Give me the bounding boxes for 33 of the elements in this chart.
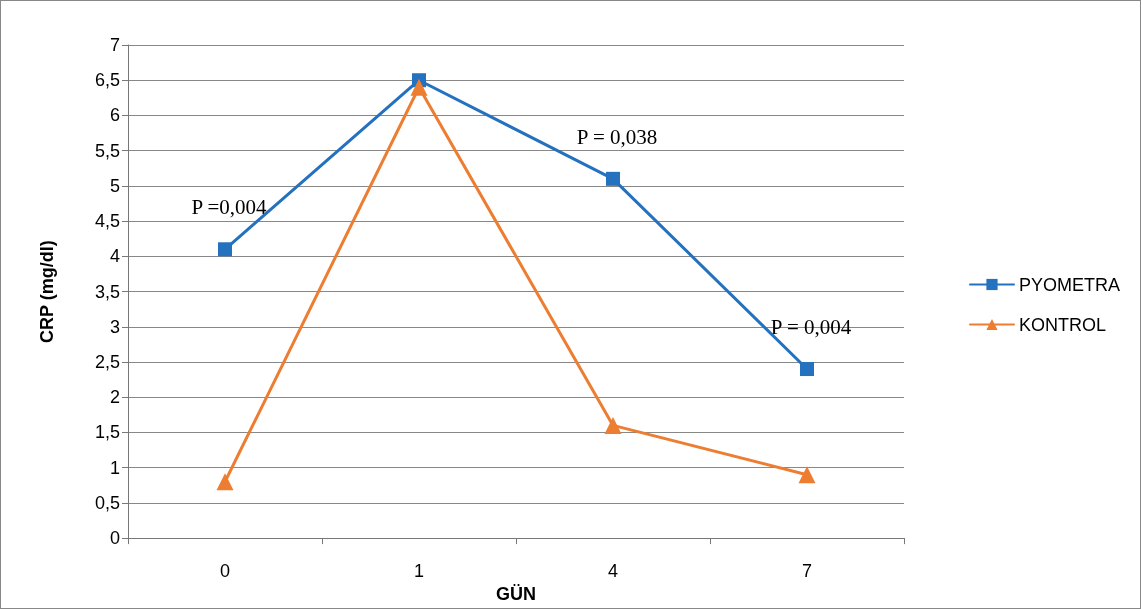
y-tick-label: 1 (109, 457, 120, 478)
annotation: P = 0,004 (770, 315, 852, 340)
y-tick-label: 0 (109, 528, 120, 549)
point (216, 473, 234, 491)
y-tick-label: 4 (109, 246, 120, 267)
y-axis-title: CRP (mg/dl) (37, 240, 57, 343)
y-tick-label: 3,5 (94, 281, 120, 302)
y-tick-label: 5,5 (94, 140, 120, 161)
y-tick-label: 2,5 (94, 351, 120, 372)
y-tick-label: 7 (109, 35, 120, 55)
y-tick-label: 6,5 (94, 70, 120, 91)
x-tick-label: 0 (219, 561, 231, 582)
y-tick-label: 6 (109, 105, 120, 126)
point (218, 242, 232, 257)
legend-label: KONTROL (1018, 314, 1106, 335)
point (410, 78, 428, 96)
y-tick-label: 4,5 (94, 211, 120, 232)
point (798, 466, 816, 484)
point (604, 416, 622, 434)
annotation: P = 0,038 (576, 124, 658, 149)
x-tick-label: 7 (801, 561, 813, 582)
annotation: P =0,004 (191, 195, 268, 220)
x-tick-label: 4 (607, 561, 619, 582)
x-axis-title: GÜN (496, 584, 536, 604)
y-tick-label: 1,5 (94, 422, 120, 443)
y-tick-label: 5 (109, 175, 120, 196)
y-tick-label: 3 (109, 316, 120, 337)
legend-label: PYOMETRA (1018, 274, 1120, 295)
point (606, 171, 620, 186)
y-tick-label: 0,5 (94, 492, 120, 513)
point (800, 362, 814, 377)
x-tick-label: 1 (413, 561, 425, 582)
y-tick-label: 2 (109, 387, 120, 408)
